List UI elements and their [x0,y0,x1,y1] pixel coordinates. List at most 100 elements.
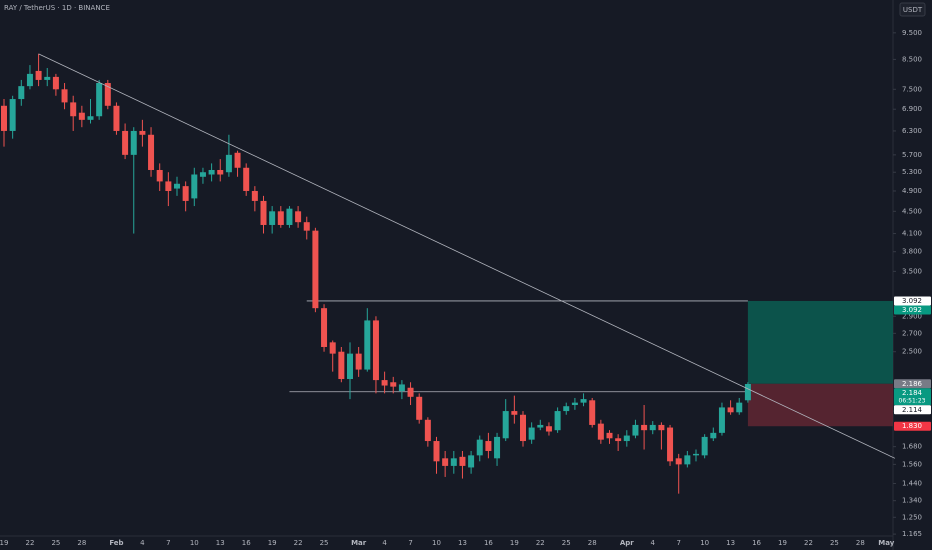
y-tick-label: 4.900 [902,187,922,195]
candle-body [312,230,319,309]
candle-body [545,426,552,432]
y-tick-label: 1.440 [902,479,922,487]
candle-body [130,130,137,155]
candle-body [718,407,725,433]
candle-body [511,411,518,415]
candle-body [744,383,751,401]
x-tick-label: 7 [408,539,412,547]
stop-zone [747,383,893,427]
candle-body [295,211,302,223]
candle-body [424,419,431,442]
x-tick-label: 22 [536,539,545,547]
candle-body [407,387,414,397]
y-tick-label: 2.500 [902,348,922,356]
candle-body [597,423,604,440]
candle-body [191,174,198,199]
currency-label[interactable]: USDT [903,6,923,14]
candle-body [615,438,622,442]
currency-button[interactable] [899,2,926,17]
candle-body [329,342,336,354]
price-label: 2.184 [902,389,923,397]
candle-body [442,458,449,466]
x-tick-label: Apr [620,539,634,547]
candle-body [390,382,397,387]
candle-body [44,76,51,80]
candle-body [234,152,241,168]
x-tick-label: 28 [77,539,86,547]
y-tick-label: 1.250 [902,513,922,521]
y-tick-label: 5.300 [902,168,922,176]
y-tick-label: 1.340 [902,497,922,505]
price-label: 2.114 [902,406,923,414]
trendline [38,53,896,459]
x-tick-label: 19 [778,539,787,547]
candle-body [554,411,561,431]
candle-body [580,399,587,403]
x-tick-label: 13 [726,539,735,547]
candle-body [251,190,258,201]
candle-body [485,441,492,451]
x-tick-label: 25 [320,539,329,547]
candle-body [606,432,613,439]
candle-body [675,458,682,465]
y-tick-label: 2.700 [902,329,922,337]
candle-body [502,411,509,439]
candle-body [78,112,85,120]
candle-body [174,183,180,189]
candle-body [632,424,639,436]
price-label-box [894,379,931,389]
candle-body [286,208,293,225]
candle-body [243,167,250,191]
candle-body [589,400,596,425]
price-label-box [894,388,931,406]
x-tick-label: 28 [588,539,597,547]
candle-body [727,407,734,413]
candle-body [70,102,77,117]
candle-body [208,169,215,175]
x-tick-label: 25 [51,539,60,547]
x-tick-label: 4 [651,539,656,547]
x-tick-label: 16 [242,539,251,547]
candle-body [667,427,674,462]
x-tick-label: 10 [190,539,199,547]
x-tick-label: 13 [458,539,467,547]
candle-body [684,455,691,465]
candle-body [165,181,172,191]
candle-body [347,353,353,380]
candle-body [450,458,457,466]
candle-body [476,439,483,456]
x-tick-label: 4 [140,539,145,547]
y-tick-label: 9.500 [902,29,922,37]
y-tick-label: 3.800 [902,248,922,256]
y-tick-label: 1.165 [902,530,922,538]
x-tick-label: Mar [351,539,367,547]
x-tick-label: 22 [25,539,34,547]
x-tick-label: May [878,539,894,547]
candle-body [96,83,103,117]
candle-body [26,73,33,87]
candle-body [641,424,648,431]
x-tick-label: 13 [216,539,225,547]
candle-body [61,89,68,103]
candle-body [494,436,501,459]
candle-body [321,308,328,347]
candle-body [225,154,232,173]
x-tick-label: 25 [830,539,839,547]
candle-body [260,200,267,225]
candle-body [139,130,146,135]
price-label-box [894,421,931,431]
y-tick-label: 4.100 [902,230,922,238]
candle-body [1,105,7,131]
candle-body [199,172,206,177]
candle-body [658,424,665,431]
y-tick-label: 3.500 [902,267,922,275]
candle-body [701,436,708,456]
candle-body [35,70,42,80]
candle-body [537,424,544,428]
x-tick-label: 7 [676,539,680,547]
price-label: 1.830 [902,422,922,430]
x-tick-label: 28 [856,539,865,547]
candle-body [468,455,475,468]
